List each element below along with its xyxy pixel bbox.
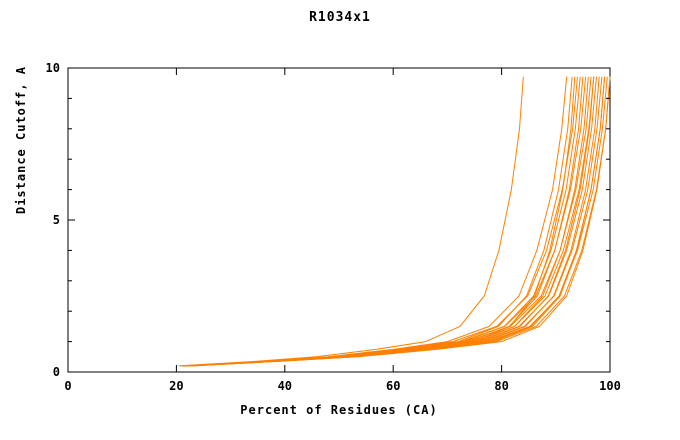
x-tick-label: 100	[599, 379, 621, 393]
y-tick-label: 0	[53, 365, 60, 379]
model-curve	[191, 76, 611, 367]
model-curve	[184, 76, 595, 367]
model-curve	[183, 76, 576, 367]
model-curve	[181, 76, 587, 367]
model-curve	[192, 76, 611, 367]
x-tick-label: 40	[278, 379, 292, 393]
x-tick-label: 60	[386, 379, 400, 393]
x-tick-label: 80	[494, 379, 508, 393]
plot-curves	[178, 76, 611, 367]
model-curve	[189, 76, 606, 367]
x-tick-label: 0	[64, 379, 71, 393]
model-curve	[182, 76, 592, 367]
model-curve	[178, 76, 524, 367]
plot-ticks: 0 20 40 60 80 100 0 5 10	[46, 61, 621, 393]
model-curve	[188, 76, 600, 367]
model-curve	[184, 76, 581, 367]
y-tick-label: 10	[46, 61, 60, 75]
y-tick-label: 5	[53, 213, 60, 227]
x-tick-label: 20	[169, 379, 183, 393]
y-axis-label: Distance Cutoff, A	[14, 66, 28, 214]
chart-title: R1034x1	[309, 10, 371, 25]
x-axis-label: Percent of Residues (CA)	[240, 403, 437, 417]
